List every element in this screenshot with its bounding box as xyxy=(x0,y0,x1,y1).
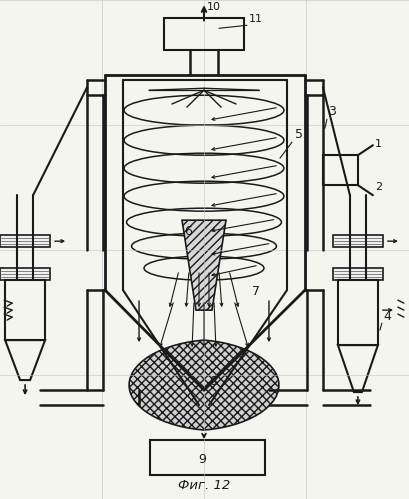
Text: 7: 7 xyxy=(252,285,260,298)
Text: 11: 11 xyxy=(249,14,263,24)
Text: 10: 10 xyxy=(207,2,221,12)
Polygon shape xyxy=(129,340,279,430)
Bar xyxy=(0,268,50,280)
Text: 3: 3 xyxy=(328,105,336,118)
Bar xyxy=(333,268,383,280)
Text: 5: 5 xyxy=(295,128,303,141)
Polygon shape xyxy=(182,220,226,310)
Text: 1: 1 xyxy=(375,139,382,149)
Text: 2: 2 xyxy=(375,182,382,192)
Text: 8: 8 xyxy=(209,375,217,388)
Bar xyxy=(150,440,265,475)
Text: 6: 6 xyxy=(184,225,192,238)
Bar xyxy=(0,235,50,247)
Text: 9: 9 xyxy=(198,453,206,466)
Bar xyxy=(5,280,45,340)
Bar xyxy=(323,155,358,185)
Bar xyxy=(338,280,378,345)
Bar xyxy=(333,235,383,247)
Text: 4: 4 xyxy=(383,310,391,323)
Text: Фиг. 12: Фиг. 12 xyxy=(178,479,230,492)
